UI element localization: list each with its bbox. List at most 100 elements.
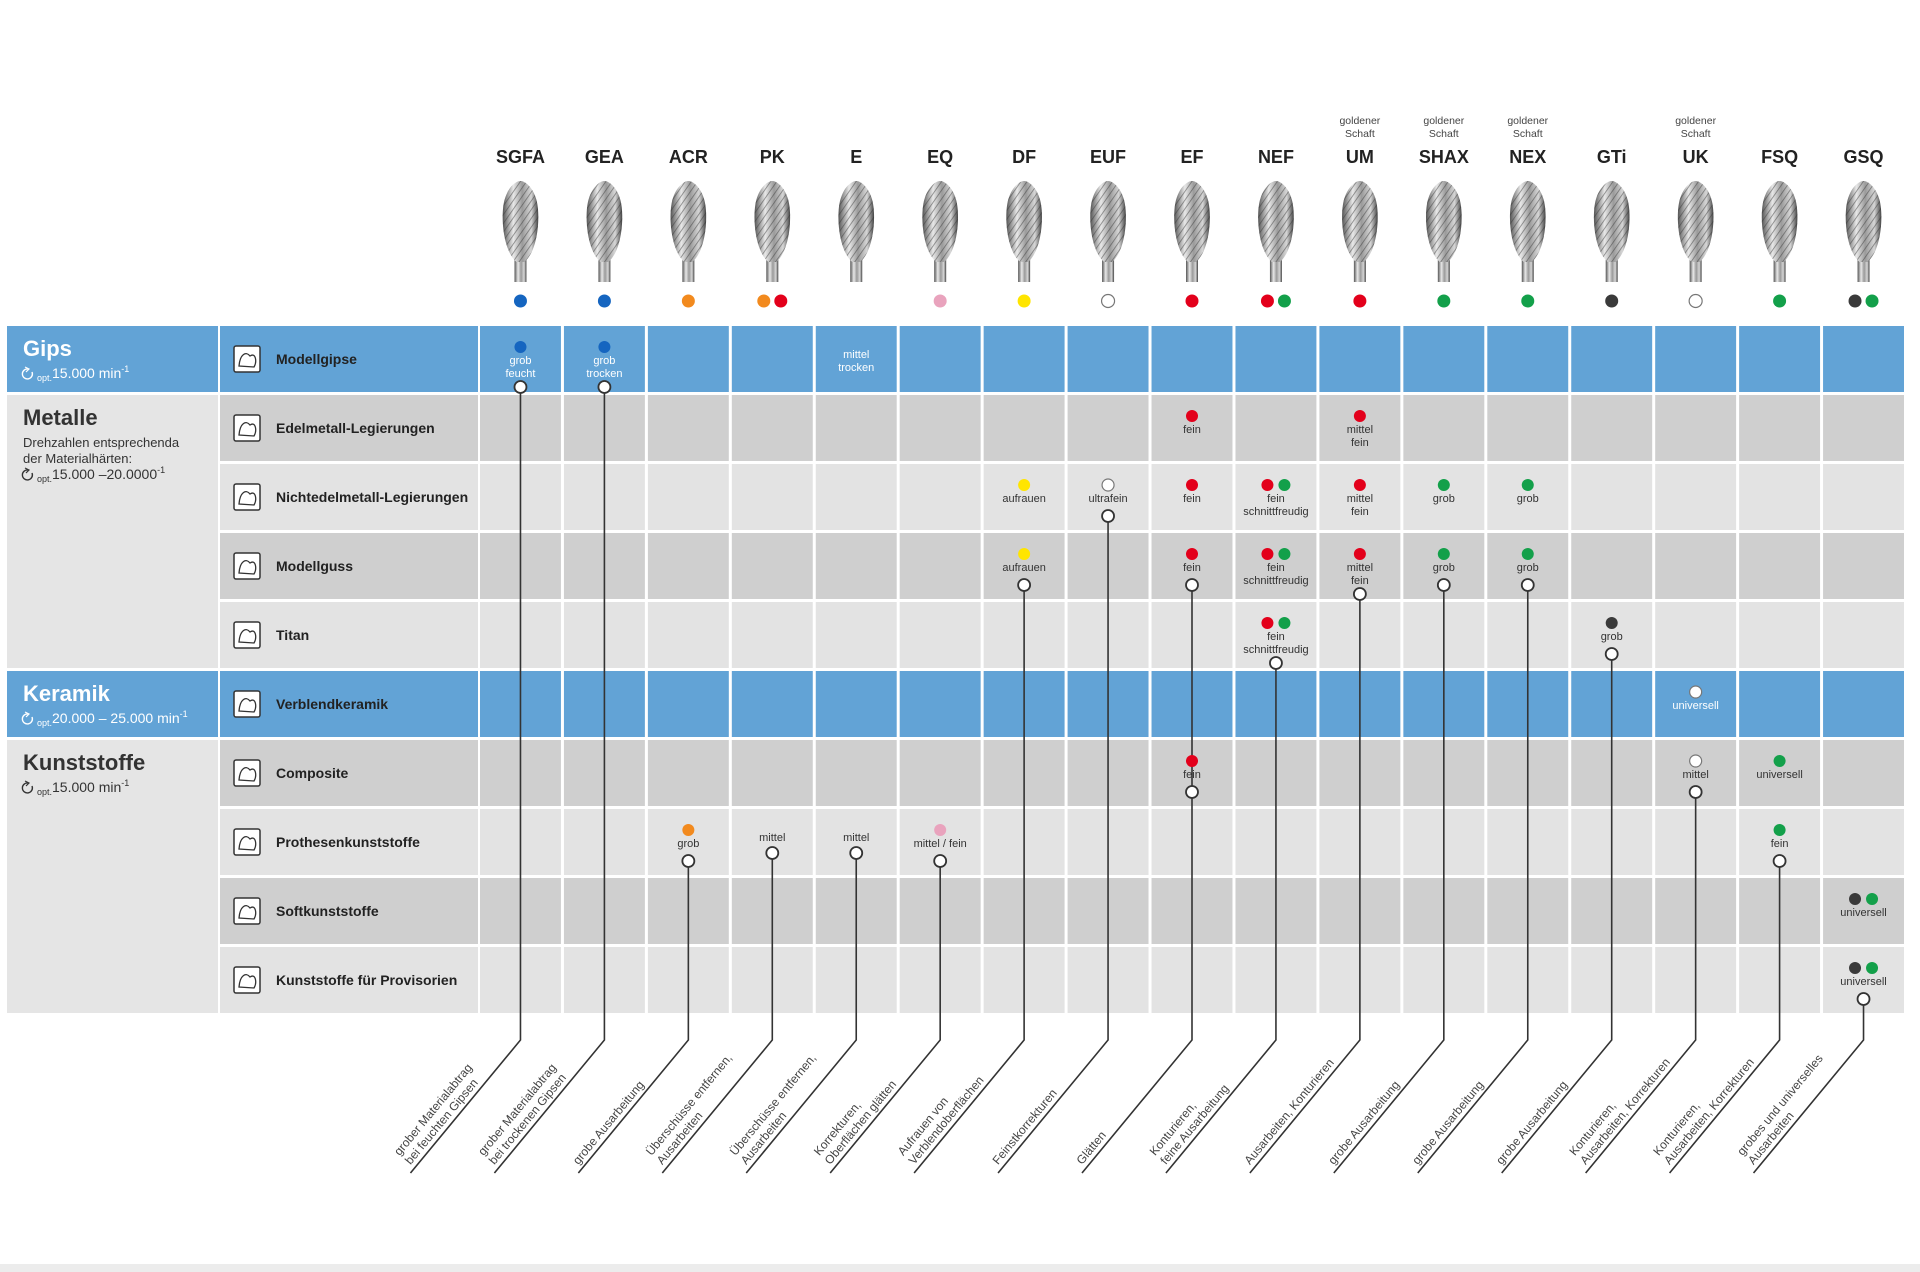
tool-name: GSQ: [1844, 147, 1884, 167]
cell-dot: [1186, 479, 1198, 491]
tool-flutes: [1006, 181, 1042, 262]
table-cell: [647, 533, 729, 599]
tool-name: EUF: [1090, 147, 1126, 167]
tool-flutes: [754, 181, 791, 262]
description-text: Überschüsse entfernen,: [643, 1051, 735, 1158]
description: grobe Ausarbeitung: [1325, 1078, 1402, 1167]
speed-icon: [21, 467, 34, 481]
row-icon: [233, 690, 261, 718]
cell-text: ultrafein: [1088, 493, 1127, 505]
cell-dot: [1773, 824, 1786, 836]
tool-note: goldener: [1507, 115, 1548, 127]
row-label: Edelmetall-Legierungen: [276, 420, 435, 436]
group-cell: [7, 326, 218, 392]
tool-image: [502, 181, 539, 282]
table-cell: [1235, 533, 1317, 599]
table-cell: [731, 464, 813, 530]
tool-shank: [1857, 258, 1870, 282]
description: grobe Ausarbeitung: [1409, 1078, 1486, 1167]
tool-note: Schaft: [1345, 128, 1375, 140]
speed-exponent: -1: [121, 364, 129, 374]
table-cell: [647, 464, 729, 530]
tool-image: [1761, 181, 1798, 282]
leader-line: [913, 585, 1025, 1174]
table-cell: [1571, 326, 1653, 392]
tool-shank: [1521, 258, 1534, 282]
cell-text: fein: [1183, 424, 1201, 436]
tool-dot: [1865, 294, 1879, 308]
group-title: Gips: [23, 336, 72, 361]
speed-prefix: opt.: [37, 373, 52, 383]
row-label-cell: [220, 878, 478, 944]
speed-value: 20.000 – 25.000 min: [52, 710, 180, 726]
table-cell: [1235, 464, 1317, 530]
table-cell: [1235, 395, 1317, 461]
ring: [1352, 587, 1367, 601]
table-cell: [1319, 464, 1401, 530]
group-cell: [7, 671, 218, 737]
table-cell: [1823, 602, 1904, 668]
cell-text: grob: [1601, 631, 1623, 643]
cell-text: mittel: [759, 832, 785, 844]
speed-icon-arc: [21, 368, 34, 380]
table-cell: [1739, 671, 1821, 737]
row-label-cell: [220, 947, 478, 1013]
speed-value: 15.000 min: [52, 365, 121, 381]
cell-text: schnittfreudig: [1243, 644, 1308, 656]
tool-shank: [1773, 258, 1786, 282]
table-cell: [1571, 533, 1653, 599]
group-title: Keramik: [23, 681, 111, 706]
row-label-cell: [220, 740, 478, 806]
tool-flutes: [1761, 181, 1798, 262]
table-cell: [1823, 326, 1904, 392]
cell-text: universell: [1672, 700, 1718, 712]
table-cell: [731, 395, 813, 461]
table-cell: [1151, 395, 1233, 461]
group-speed: opt.15.000 –20.0000-1: [37, 465, 165, 484]
group-speed: opt.20.000 – 25.000 min-1: [37, 709, 188, 728]
tool-shank: [682, 258, 695, 282]
tool-dot: [1437, 294, 1451, 308]
tool-dot: [1017, 294, 1031, 308]
row-label: Prothesenkunststoffe: [276, 834, 420, 850]
table-cell: [731, 326, 813, 392]
ring: [765, 846, 780, 860]
cell-text: schnittfreudig: [1243, 575, 1308, 587]
tool-flutes: [1258, 181, 1294, 262]
row-icon-symbol: [238, 836, 257, 851]
tool-shank: [934, 258, 947, 282]
table-cell: [983, 464, 1065, 530]
cell-dot: [1353, 548, 1366, 560]
cell-dot: [1866, 962, 1879, 974]
tool-image: [838, 181, 875, 282]
table-cell: [1571, 395, 1653, 461]
leader-line: [1585, 792, 1697, 1174]
tool-shank: [1102, 258, 1115, 282]
tool-shank: [1186, 258, 1198, 282]
cell-text: fein: [1183, 562, 1201, 574]
table-cell: [731, 533, 813, 599]
cell-dot: [1278, 479, 1291, 491]
leader-line: [1081, 585, 1193, 1174]
group-cell: [7, 740, 218, 1013]
table-cell: [1655, 671, 1737, 737]
row-label: Titan: [276, 627, 309, 643]
cell-text: aufrauen: [1002, 493, 1045, 505]
cell-dot: [1866, 893, 1879, 905]
table-cell: [1739, 533, 1821, 599]
cell-dot: [1521, 548, 1534, 560]
cell-dot: [1849, 893, 1862, 905]
tool-name: ACR: [669, 147, 708, 167]
row-icon: [233, 897, 261, 925]
tool-image: [1845, 181, 1882, 282]
table-cell: [899, 395, 981, 461]
cell-text: grob: [1517, 562, 1539, 574]
tool-flutes: [1090, 181, 1126, 262]
tool-flutes: [586, 181, 623, 262]
tool-image: [1677, 181, 1714, 282]
cell-text: mittel: [1683, 769, 1709, 781]
description: Korrekturen,Oberflächen glätten: [811, 1077, 899, 1167]
tool-dot: [597, 294, 611, 308]
